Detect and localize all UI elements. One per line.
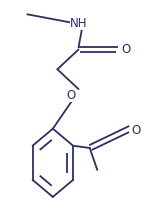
Text: O: O (121, 43, 131, 56)
Text: O: O (66, 89, 76, 102)
Text: O: O (131, 124, 141, 138)
Text: NH: NH (70, 16, 87, 30)
